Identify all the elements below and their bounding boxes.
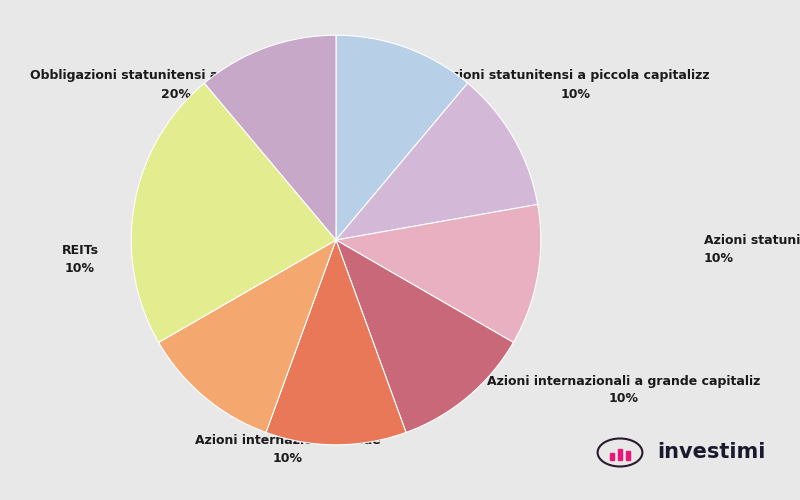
Bar (626, 451, 630, 460)
Text: Azioni statunitensi value
10%: Azioni statunitensi value 10% (704, 234, 800, 266)
Wedge shape (336, 204, 541, 342)
Wedge shape (336, 240, 514, 432)
Wedge shape (336, 35, 468, 240)
Text: Azioni internazionali value
10%: Azioni internazionali value 10% (195, 434, 381, 466)
Text: investimi: investimi (658, 442, 766, 462)
Bar (610, 453, 614, 460)
Text: Azioni internazionali a grande capitaliz
10%: Azioni internazionali a grande capitaliz… (487, 374, 761, 406)
Wedge shape (158, 240, 336, 432)
Text: Obbligazioni statunitensi a breve termine
20%: Obbligazioni statunitensi a breve termin… (30, 70, 322, 100)
Bar (618, 449, 622, 460)
Wedge shape (336, 83, 538, 240)
Text: Azioni statunitensi a piccola capitalizz
10%: Azioni statunitensi a piccola capitalizz… (442, 70, 710, 100)
Wedge shape (266, 240, 406, 445)
Wedge shape (204, 35, 336, 240)
Text: REITs
10%: REITs 10% (62, 244, 98, 276)
Wedge shape (131, 83, 336, 342)
